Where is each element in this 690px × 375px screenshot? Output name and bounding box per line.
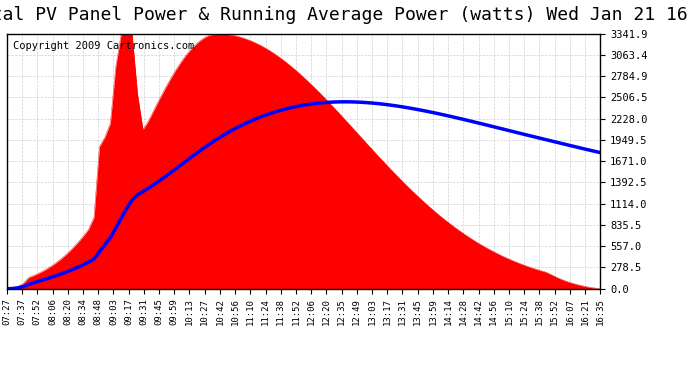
Text: Total PV Panel Power & Running Average Power (watts) Wed Jan 21 16:47: Total PV Panel Power & Running Average P… — [0, 6, 690, 24]
Text: Copyright 2009 Cartronics.com: Copyright 2009 Cartronics.com — [13, 41, 194, 51]
